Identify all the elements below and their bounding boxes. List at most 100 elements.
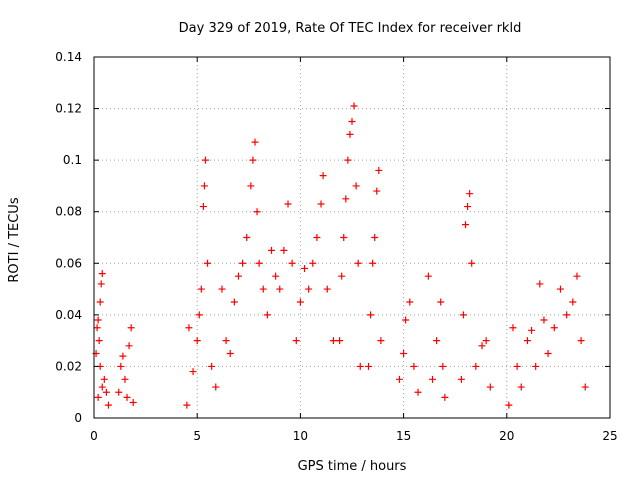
y-tick-labels: 0 0.02 0.04 0.06 0.08 0.1 0.12 0.14 [55,50,82,425]
x-axis-label: GPS time / hours [298,459,407,474]
data-point [346,130,354,138]
data-point [255,259,263,267]
data-point [348,117,356,125]
data-point [410,362,418,370]
data-point [253,208,261,216]
y-tick-label: 0.02 [55,359,82,373]
data-point [513,362,521,370]
data-point [249,156,257,164]
data-point [373,187,381,195]
data-point [197,285,205,293]
data-point [200,182,208,190]
data-point [102,388,110,396]
data-point [556,285,564,293]
data-point [127,324,135,332]
data-point [309,259,317,267]
data-point [581,383,589,391]
data-point [201,156,209,164]
data-point [540,316,548,324]
data-point [97,280,105,288]
data-point [344,156,352,164]
data-point [305,285,313,293]
data-point [505,401,513,409]
data-point [336,337,344,345]
data-point [352,182,360,190]
data-point [115,388,123,396]
data-point [98,270,106,278]
data-point [317,200,325,208]
data-point [356,362,364,370]
data-point [129,399,137,407]
data-point [95,337,103,345]
data-point [365,362,373,370]
data-point [212,383,220,391]
data-point [439,362,447,370]
data-point [226,350,234,358]
data-point [195,311,203,319]
data-point [94,316,102,324]
y-tick-label: 0 [74,411,82,425]
data-point [243,234,251,241]
data-point [523,337,531,345]
data-point [550,324,558,332]
data-point [119,352,127,360]
data-point [464,203,472,211]
data-point [199,203,207,211]
data-point [569,298,577,306]
data-point [342,195,350,203]
data-point [478,342,486,350]
data-point [371,234,379,241]
data-point [377,337,385,345]
data-point [517,383,525,391]
data-point [468,259,476,267]
data-point [319,172,327,180]
axis-ticks [93,56,611,419]
data-point [272,272,280,280]
data-point [96,298,104,306]
x-tick-labels: 0 5 10 15 20 25 [90,429,617,443]
data-point [338,272,346,280]
data-point [528,326,536,334]
data-point [459,311,467,319]
x-tick-label: 0 [90,429,98,443]
data-point [424,272,432,280]
data-point [185,324,193,332]
data-point [251,138,259,146]
data-point [536,280,544,288]
data-point [276,285,284,293]
data-point [123,393,131,401]
data-point [402,316,410,324]
data-point [367,311,375,319]
data-point [239,259,247,267]
data-point [288,259,296,267]
data-point [375,166,383,174]
data-point [93,324,101,332]
y-axis-label: ROTI / TECUs [7,197,22,282]
data-point [406,298,414,306]
x-tick-label: 20 [499,429,514,443]
data-point [573,272,581,280]
chart-title: Day 329 of 2019, Rate Of TEC Index for r… [179,21,522,36]
y-tick-label: 0.04 [55,308,82,322]
data-point [280,246,288,254]
data-point [208,362,216,370]
grid-lines [94,57,610,418]
data-point [457,375,465,383]
data-point [284,200,292,208]
data-point [329,337,337,345]
y-tick-label: 0.14 [55,50,82,64]
data-point [189,368,197,376]
data-point [296,298,304,306]
data-point [354,259,362,267]
data-point [400,350,408,358]
y-tick-label: 0.12 [55,102,82,116]
data-point [230,298,238,306]
data-point [472,362,480,370]
data-point [104,401,112,409]
data-point [117,362,125,370]
data-point [247,182,255,190]
data-point [486,383,494,391]
data-point [323,285,331,293]
data-point [563,311,571,319]
